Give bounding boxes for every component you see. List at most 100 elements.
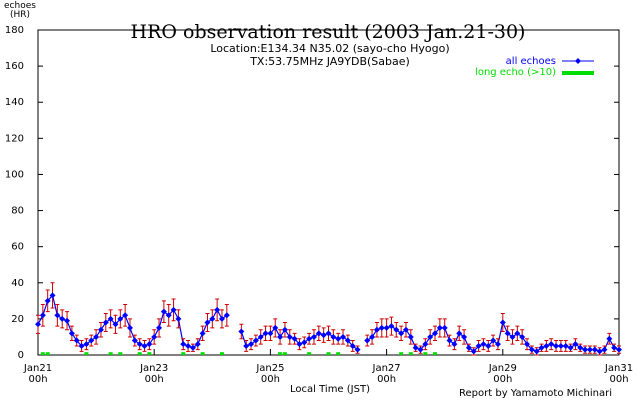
y-tick-label: 100	[5, 169, 24, 180]
long-echo-bar	[40, 352, 45, 355]
y-tick-label: 0	[18, 350, 24, 361]
y-tick-label: 80	[11, 206, 24, 217]
marker	[432, 330, 439, 337]
x-tick-label: Jan23 00h	[140, 363, 169, 385]
marker	[102, 319, 109, 326]
marker	[548, 341, 555, 348]
legend-label: all echoes	[506, 56, 556, 67]
marker	[378, 324, 385, 331]
marker	[441, 324, 448, 331]
marker	[194, 341, 201, 348]
marker	[112, 321, 119, 328]
marker	[107, 315, 114, 322]
x-tick-label: Jan27 00h	[372, 363, 401, 385]
annotation: Report by Yamamoto Michinari	[459, 388, 612, 399]
marker	[519, 333, 526, 340]
marker	[533, 348, 540, 355]
x-tick-label: Jan25 00h	[256, 363, 285, 385]
marker	[470, 348, 477, 355]
marker	[577, 344, 584, 351]
marker	[383, 324, 390, 331]
marker	[606, 335, 613, 342]
long-echo-bar	[219, 352, 224, 355]
marker	[214, 306, 221, 313]
chart-title: HRO observation result (2003 Jan.21-30)	[131, 21, 526, 43]
marker	[199, 330, 206, 337]
marker	[572, 341, 579, 348]
y-tick-label: 60	[11, 242, 24, 253]
marker	[238, 328, 245, 335]
marker	[301, 339, 308, 346]
long-echo-bar	[408, 352, 413, 355]
legend-label: long echo (>10)	[475, 67, 556, 78]
marker	[204, 319, 211, 326]
marker	[126, 324, 133, 331]
marker	[170, 306, 177, 313]
marker	[209, 315, 216, 322]
marker	[267, 330, 274, 337]
marker	[151, 333, 158, 340]
marker	[591, 346, 598, 353]
marker	[528, 346, 535, 353]
marker	[165, 312, 172, 319]
marker	[49, 292, 56, 299]
x-tick-label: Jan21 00h	[23, 363, 53, 385]
marker	[340, 333, 347, 340]
subtitle: Location:E134.34 N35.02 (sayo-cho Hyogo)	[210, 42, 449, 55]
marker	[59, 315, 66, 322]
marker	[543, 342, 550, 349]
marker	[354, 346, 361, 353]
marker	[131, 337, 138, 344]
marker	[388, 323, 395, 330]
subtitle: TX:53.75MHz JA9YDB(Sabae)	[249, 55, 410, 68]
marker	[330, 333, 337, 340]
marker	[524, 341, 531, 348]
marker	[93, 333, 100, 340]
long-echo-bar	[200, 352, 205, 355]
marker	[243, 342, 250, 349]
marker	[601, 346, 608, 353]
marker	[146, 341, 153, 348]
marker	[412, 344, 419, 351]
marker	[461, 333, 468, 340]
marker	[490, 337, 497, 344]
marker	[596, 348, 603, 355]
marker	[141, 342, 148, 349]
y-tick-label: 20	[11, 314, 24, 325]
marker	[286, 333, 293, 340]
marker	[427, 333, 434, 340]
x-axis-label: Local Time (JST)	[290, 384, 370, 395]
marker	[514, 330, 521, 337]
marker	[189, 344, 196, 351]
y-tick-label: 140	[5, 97, 24, 108]
marker	[44, 297, 51, 304]
marker	[185, 342, 192, 349]
marker	[136, 341, 143, 348]
marker	[504, 330, 511, 337]
marker	[315, 330, 322, 337]
marker	[248, 341, 255, 348]
marker	[320, 332, 327, 339]
marker	[402, 326, 409, 333]
long-echo-bar	[423, 352, 428, 355]
marker	[553, 342, 560, 349]
marker	[73, 337, 80, 344]
marker	[616, 346, 622, 353]
long-echo-bar	[326, 352, 331, 355]
marker	[373, 326, 380, 333]
marker	[88, 337, 95, 344]
marker	[175, 315, 182, 322]
long-echo-bar	[278, 352, 283, 355]
marker	[364, 337, 371, 344]
marker	[277, 333, 284, 340]
marker	[78, 342, 85, 349]
long-echo-bar	[45, 352, 50, 355]
marker	[344, 337, 351, 344]
marker	[35, 321, 41, 328]
marker	[567, 344, 574, 351]
long-echo-bar	[336, 352, 341, 355]
marker	[436, 324, 443, 331]
long-echo-bar	[137, 352, 142, 355]
marker	[218, 315, 225, 322]
